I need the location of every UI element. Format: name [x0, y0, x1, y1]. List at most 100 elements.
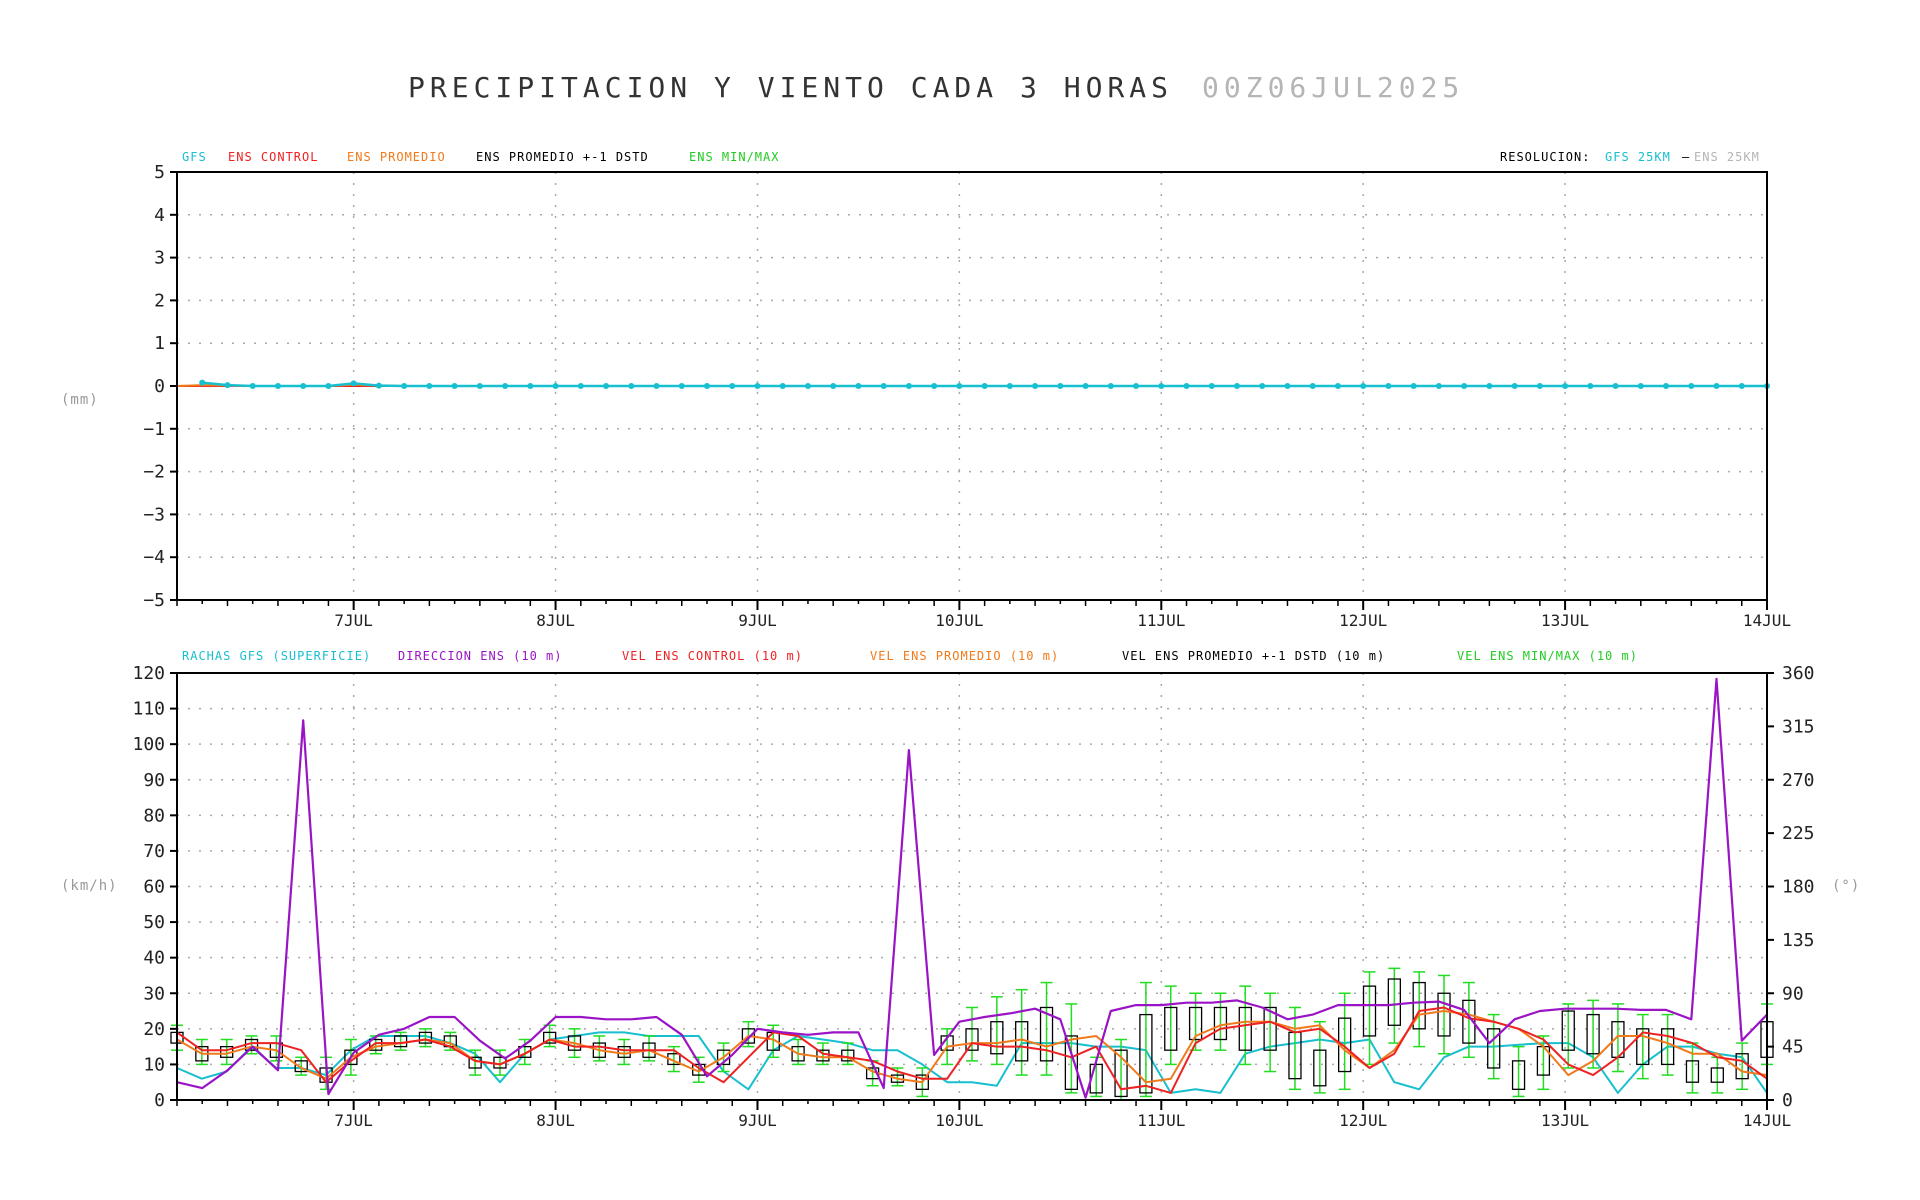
std-box: [1362, 985, 1377, 1037]
std-box: [1636, 1028, 1650, 1066]
y-tick-label: 20: [143, 1019, 165, 1040]
gfs-point: [552, 383, 559, 389]
gfs-point: [628, 383, 635, 389]
gfs-point: [678, 383, 685, 389]
y-tick-label: 1: [154, 333, 165, 354]
y2-tick-label: 45: [1782, 1037, 1804, 1058]
figure-title: PRECIPITACION Y VIENTO CADA 3 HORAS 00Z0…: [408, 71, 1464, 104]
wind-series: [170, 677, 1774, 1101]
x-tick-label: 11JUL: [1137, 611, 1185, 630]
series-rachas-gfs: [176, 1031, 1768, 1094]
gfs-point: [1562, 383, 1569, 389]
x-tick-label: 7JUL: [334, 611, 373, 630]
legend-direccion-ens: DIRECCION ENS (10 m): [398, 649, 563, 663]
precipitation-frame: [176, 171, 1768, 601]
gfs-point: [1612, 383, 1619, 389]
gfs-point: [1688, 383, 1695, 389]
y-tick-label: −4: [143, 547, 165, 568]
gfs-point: [1133, 383, 1140, 389]
wind-grid: [177, 673, 1767, 1100]
std-box: [1710, 1067, 1724, 1083]
x-tick-label: 14JUL: [1743, 611, 1791, 630]
std-box: [1139, 1013, 1153, 1094]
gfs-point: [956, 383, 963, 389]
gfs-point: [1284, 383, 1291, 389]
wind-legend: RACHAS GFS (SUPERFICIE) DIRECCION ENS (1…: [182, 649, 1638, 663]
legend-ens-control: ENS CONTROL: [228, 150, 318, 164]
precipitation-y-axis: 5 4 3 2 1 0 −1 −2 −3 −4 −5: [143, 162, 177, 611]
std-box: [1561, 1010, 1575, 1051]
gfs-point: [1082, 383, 1089, 389]
y-tick-label: 60: [143, 877, 165, 898]
gfs-point: [1334, 383, 1341, 389]
std-box: [518, 1045, 532, 1058]
gfs-point: [1461, 383, 1468, 389]
gfs-point: [905, 383, 912, 389]
gfs-point: [476, 383, 483, 389]
y-tick-label: 2: [154, 290, 165, 311]
y-tick-label: −5: [143, 590, 165, 611]
std-box: [1114, 1049, 1128, 1098]
y2-tick-label: 270: [1782, 770, 1815, 791]
std-box: [1412, 981, 1426, 1030]
legend-gfs: GFS: [182, 150, 207, 164]
chart-date: 00Z06JUL2025: [1202, 71, 1464, 104]
gfs-point: [1360, 383, 1367, 389]
y-tick-label: 120: [132, 663, 165, 684]
resolution-gfs: GFS 25KM: [1605, 150, 1671, 164]
gfs-point: [1486, 383, 1493, 389]
y-tick-label: 80: [143, 805, 165, 826]
y-tick-label: 70: [143, 841, 165, 862]
wind-y-axis-right: 360 315 270 225 180 135 90 45 0: [1767, 663, 1815, 1111]
series-direccion-ens: [176, 677, 1768, 1099]
std-box: [965, 1028, 979, 1051]
gfs-point: [224, 382, 231, 389]
y-tick-label: 100: [132, 734, 165, 755]
gfs-point: [603, 383, 610, 389]
x-tick-label: 9JUL: [738, 1111, 777, 1130]
std-box: [1188, 1006, 1203, 1041]
gfs-point: [880, 383, 887, 389]
gfs-point: [1032, 383, 1039, 389]
y-tick-label: 4: [154, 205, 165, 226]
x-tick-label: 13JUL: [1541, 1111, 1589, 1130]
gfs-point: [830, 383, 837, 389]
wind-unit-left: (km/h): [61, 878, 118, 894]
x-tick-label: 10JUL: [935, 1111, 983, 1130]
std-box: [1685, 1060, 1700, 1083]
gfs-point: [1435, 383, 1442, 389]
gfs-point: [1637, 383, 1644, 389]
legend-ens-promedio-std: ENS PROMEDIO +-1 DSTD: [476, 150, 649, 164]
y2-tick-label: 90: [1782, 983, 1804, 1004]
gfs-point: [1309, 383, 1316, 389]
y2-tick-label: 0: [1782, 1090, 1793, 1111]
x-tick-label: 14JUL: [1743, 1111, 1791, 1130]
x-tick-label: 8JUL: [536, 611, 575, 630]
legend-vel-minmax: VEL ENS MIN/MAX (10 m): [1457, 649, 1638, 663]
legend-vel-promedio: VEL ENS PROMEDIO (10 m): [870, 649, 1059, 663]
std-box: [1238, 1006, 1252, 1051]
y-tick-label: 10: [143, 1054, 165, 1075]
y-tick-label: 0: [154, 376, 165, 397]
y-tick-label: 90: [143, 770, 165, 791]
std-box: [1164, 1006, 1178, 1051]
std-box: [1487, 1028, 1501, 1069]
resolution-label: RESOLUCION:: [1500, 150, 1590, 164]
x-tick-label: 10JUL: [935, 611, 983, 630]
y2-tick-label: 135: [1782, 930, 1815, 951]
legend-vel-control: VEL ENS CONTROL (10 m): [622, 649, 803, 663]
std-box: [1462, 999, 1476, 1044]
std-box: [1064, 1035, 1079, 1090]
gfs-point: [1208, 383, 1215, 389]
gfs-point: [1410, 383, 1417, 389]
std-box: [1039, 1006, 1054, 1062]
legend-ens-promedio: ENS PROMEDIO: [347, 150, 446, 164]
gfs-point: [729, 383, 736, 389]
gfs-point: [1259, 383, 1266, 389]
x-tick-label: 12JUL: [1339, 1111, 1387, 1130]
gfs-point: [1234, 383, 1240, 389]
gfs-point: [1057, 383, 1064, 389]
gfs-point: [1385, 383, 1392, 389]
